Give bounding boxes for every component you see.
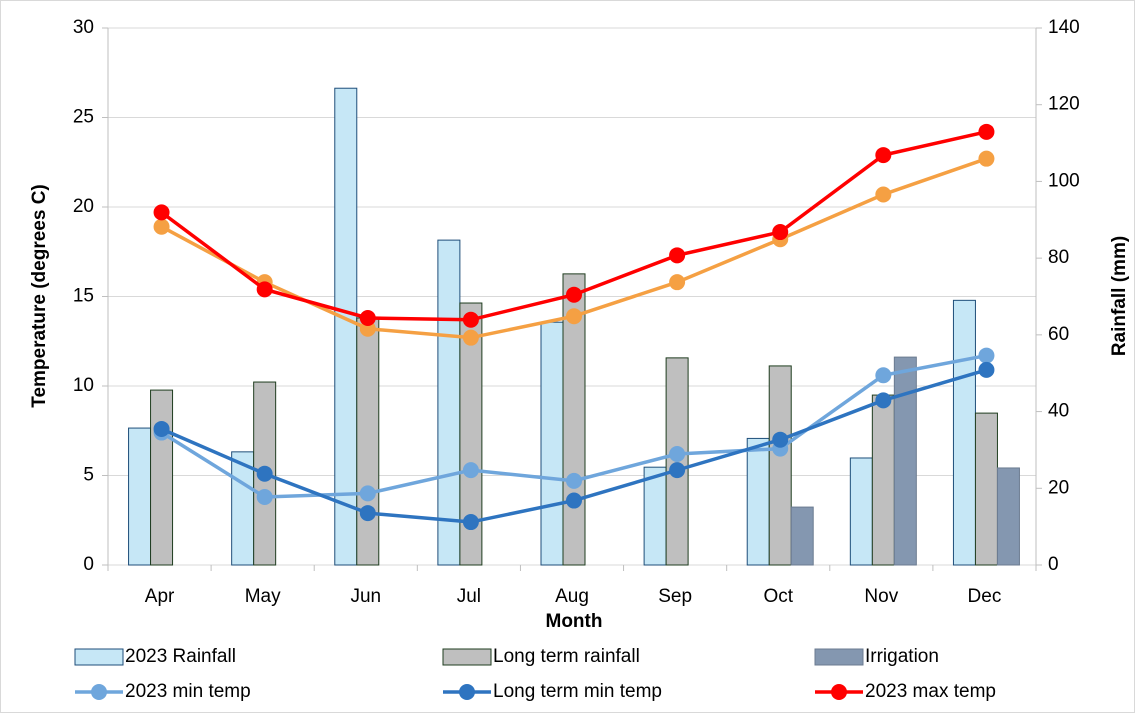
point	[978, 347, 995, 364]
x-axis-title: Month	[546, 611, 603, 632]
point	[978, 123, 995, 140]
bar	[871, 394, 895, 566]
legend-label: 2023 max temp	[865, 681, 996, 702]
legend-label: Irrigation	[865, 646, 939, 667]
point	[462, 329, 479, 346]
legend-marker	[831, 684, 847, 700]
point	[978, 361, 995, 378]
bar	[893, 356, 917, 566]
bar	[849, 457, 873, 566]
point	[566, 492, 582, 509]
x-tick-label: Sep	[658, 586, 692, 607]
legend-label: Long term min temp	[493, 681, 662, 702]
y2-tick-label: 20	[1048, 477, 1069, 498]
legend-swatch	[74, 648, 124, 666]
point	[153, 218, 170, 235]
bar	[459, 302, 483, 566]
x-tick-label: Dec	[968, 586, 1002, 607]
bar	[540, 321, 564, 566]
y-tick-label: 5	[83, 465, 94, 486]
point	[772, 431, 789, 448]
point	[669, 247, 686, 264]
x-tick-label: Jul	[457, 586, 481, 607]
bar	[437, 239, 461, 566]
point	[256, 281, 273, 298]
point	[566, 472, 582, 489]
y-tick-label: 0	[83, 554, 94, 575]
y2-tick-label: 0	[1048, 554, 1059, 575]
point	[462, 311, 479, 328]
bar	[996, 467, 1020, 566]
point	[875, 186, 892, 203]
bar	[128, 427, 152, 566]
point	[669, 446, 686, 463]
point	[256, 488, 273, 505]
legend-marker	[459, 684, 475, 700]
y-tick-label: 30	[73, 17, 94, 38]
point	[669, 462, 686, 479]
x-tick-label: Nov	[864, 586, 898, 607]
y-tick-label: 25	[73, 107, 94, 128]
legend-swatch	[442, 648, 492, 666]
x-tick-label: May	[245, 586, 281, 607]
y2-tick-label: 120	[1048, 94, 1080, 115]
y2-tick-label: 40	[1048, 401, 1069, 422]
point	[875, 392, 892, 409]
y-tick-label: 15	[73, 286, 94, 307]
legend-label: Long term rainfall	[493, 646, 640, 667]
bar	[952, 299, 976, 566]
point	[462, 462, 479, 479]
x-tick-label: Aug	[555, 586, 589, 607]
y2-tick-label: 80	[1048, 247, 1069, 268]
x-tick-label: Apr	[145, 586, 175, 607]
y-axis-title: Temperature (degrees C)	[29, 184, 50, 408]
point	[153, 420, 170, 437]
legend-swatch	[814, 648, 864, 666]
bar	[974, 412, 998, 566]
x-tick-label: Oct	[763, 586, 793, 607]
bar	[768, 365, 792, 566]
point	[359, 505, 376, 522]
point	[566, 286, 582, 303]
legend-marker	[91, 684, 107, 700]
y-tick-label: 20	[73, 196, 94, 217]
point	[566, 308, 582, 325]
point	[359, 485, 376, 502]
point	[359, 309, 376, 326]
point	[772, 224, 789, 241]
bar	[790, 506, 814, 566]
bar	[356, 317, 380, 566]
y-tick-label: 10	[73, 375, 94, 396]
x-tick-label: Jun	[350, 586, 381, 607]
legend-label: 2023 Rainfall	[125, 646, 236, 667]
y2-tick-label: 100	[1048, 170, 1080, 191]
point	[978, 150, 995, 167]
bar	[562, 273, 586, 566]
y2-axis-title: Rainfall (mm)	[1109, 236, 1130, 356]
bar	[643, 466, 667, 566]
point	[153, 204, 170, 221]
y2-tick-label: 140	[1048, 17, 1080, 38]
point	[875, 147, 892, 164]
bar	[746, 437, 770, 566]
bar	[150, 389, 174, 566]
point	[462, 514, 479, 531]
y2-tick-label: 60	[1048, 324, 1069, 345]
point	[875, 367, 892, 384]
point	[256, 465, 273, 482]
legend-label: 2023 min temp	[125, 681, 251, 702]
point	[669, 274, 686, 291]
